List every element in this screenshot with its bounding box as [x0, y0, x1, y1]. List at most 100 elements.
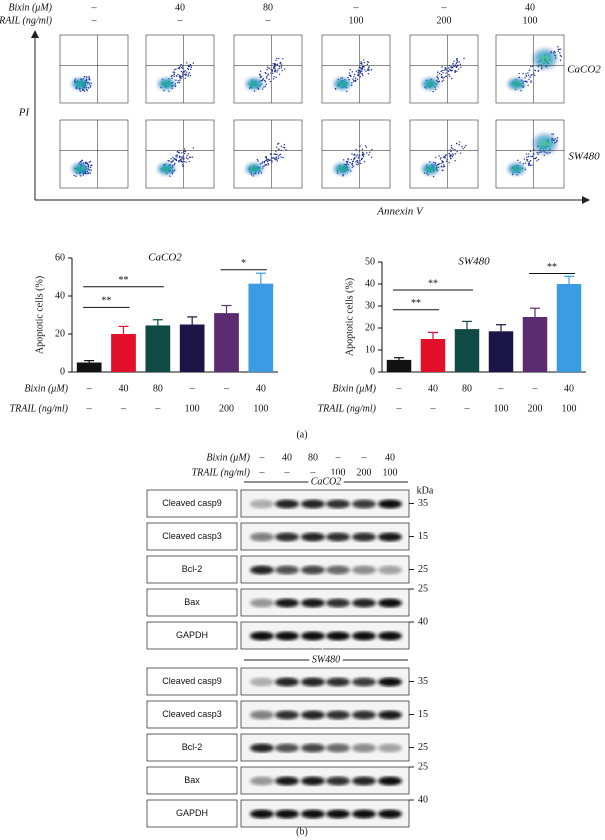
kda-marker: 40 — [418, 794, 428, 805]
treatment-value: 40 — [119, 383, 129, 394]
flow-dot — [190, 68, 192, 71]
treatment-label: TRAIL (ng/ml) — [0, 15, 53, 26]
treatment-value: 100 — [253, 403, 268, 414]
flow-dot — [438, 72, 441, 75]
flow-dot — [259, 74, 261, 76]
band — [378, 743, 402, 753]
flow-dot — [361, 73, 363, 75]
flow-dot — [443, 155, 446, 158]
flow-dot — [441, 69, 443, 72]
treatment-value: 100 — [383, 467, 398, 478]
y-tick-label: 20 — [55, 328, 65, 339]
flow-dot — [274, 67, 276, 69]
flow-dot — [282, 156, 284, 159]
flow-dot — [351, 153, 353, 155]
flow-dot — [443, 77, 445, 79]
flow-dot — [272, 156, 275, 159]
flow-density — [70, 161, 91, 176]
treatment-value: – — [498, 383, 505, 394]
flow-density — [420, 161, 441, 176]
flow-dot — [441, 66, 443, 68]
flow-dot — [265, 83, 267, 86]
flow-dot — [362, 155, 365, 158]
band — [275, 532, 299, 542]
band — [352, 532, 376, 542]
kda-marker: 15 — [418, 531, 428, 542]
band — [250, 677, 274, 687]
flow-dot — [276, 153, 278, 156]
flow-dot — [264, 79, 266, 82]
flow-dot — [282, 58, 284, 60]
flow-dot — [452, 153, 454, 155]
error-bar — [255, 272, 266, 284]
flow-dot — [443, 69, 445, 72]
flow-dot — [445, 153, 447, 156]
flow-dot — [440, 70, 442, 73]
flow-dot — [178, 81, 181, 84]
flow-dot — [458, 144, 460, 146]
flow-dot — [90, 82, 92, 84]
flow-dot — [276, 71, 278, 73]
flow-dot — [520, 89, 522, 92]
flow-dot — [445, 69, 448, 71]
flow-dot — [173, 73, 175, 75]
flow-dot — [531, 155, 534, 157]
flow-dot — [459, 152, 462, 154]
flow-dot — [530, 155, 532, 158]
flow-dot — [266, 158, 268, 160]
label-box — [146, 555, 238, 584]
flow-dot — [437, 77, 439, 79]
flow-dot — [452, 148, 454, 150]
flow-dot — [533, 157, 535, 160]
significance-label: ** — [119, 275, 129, 286]
flow-dot — [357, 71, 359, 74]
flow-dot — [347, 76, 349, 79]
flow-dot — [259, 76, 261, 79]
flow-dot — [432, 90, 434, 93]
flow-density — [530, 46, 559, 71]
band-label: Bax — [184, 597, 200, 607]
flow-dot — [442, 169, 444, 172]
band — [352, 631, 376, 641]
flow-dot — [361, 157, 364, 159]
flow-dot — [271, 70, 274, 72]
flow-dot — [175, 75, 178, 77]
band — [250, 743, 274, 753]
flow-dot — [89, 85, 92, 87]
flow-dot — [527, 84, 529, 87]
flow-density — [70, 76, 91, 91]
band-label: Bax — [184, 775, 200, 785]
flow-dot — [351, 164, 354, 167]
flow-dot — [180, 77, 182, 79]
flow-dot — [525, 74, 527, 77]
flow-dot — [187, 73, 190, 75]
treatment-value: 40 — [525, 2, 535, 13]
flow-dot — [441, 80, 443, 83]
flow-dot — [537, 158, 540, 161]
flow-dot — [276, 160, 279, 162]
flow-dot — [357, 164, 359, 166]
flow-dot — [454, 149, 456, 151]
flow-dot — [361, 62, 363, 64]
flow-dot — [180, 159, 183, 161]
flow-dot — [527, 155, 530, 158]
band — [301, 631, 325, 641]
flow-dot — [533, 74, 536, 77]
band — [326, 677, 350, 687]
band — [352, 743, 376, 753]
flow-dot — [188, 156, 191, 158]
significance-label: ** — [547, 262, 557, 273]
flow-dot — [454, 70, 457, 72]
flow-dot — [171, 74, 173, 77]
band-label: Bcl-2 — [182, 564, 203, 574]
flow-dot — [267, 164, 269, 166]
flow-dot — [366, 152, 368, 154]
flow-dot — [267, 160, 269, 163]
flow-density — [506, 161, 527, 176]
flow-dot — [264, 81, 267, 83]
flow-dot — [183, 71, 185, 73]
flow-dot — [440, 157, 442, 159]
flow-dot — [458, 61, 460, 63]
y-axis-label: Apoptotic cells (%) — [34, 276, 45, 354]
flow-dot — [441, 75, 443, 78]
